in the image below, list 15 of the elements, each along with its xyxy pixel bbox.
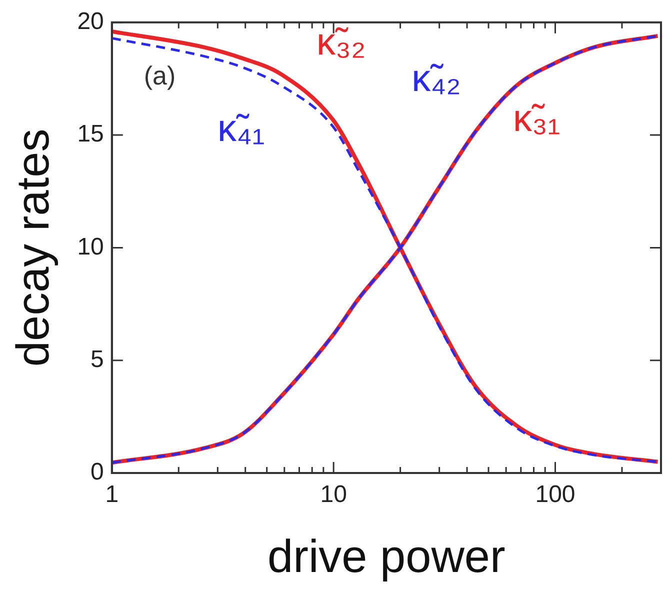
y-tick-label: 20	[77, 8, 104, 36]
x-axis-title: drive power	[268, 530, 506, 582]
y-tick-label: 15	[77, 120, 104, 148]
annotation: (a)	[144, 60, 176, 91]
series-label: κ̃₃₂	[316, 22, 366, 64]
x-tick-label: 10	[320, 481, 347, 508]
series-label: κ̃₄₁	[217, 108, 265, 150]
y-axis-title: decay rates	[6, 128, 58, 367]
series-label: κ̃₄₂	[412, 58, 461, 100]
y-tick-label: 0	[90, 458, 104, 486]
y-tick-label: 10	[77, 233, 104, 260]
x-tick-label: 100	[535, 481, 576, 508]
series-label: κ̃₃₁	[513, 98, 560, 140]
y-tick-label: 5	[90, 346, 104, 373]
x-tick-label: 1	[105, 481, 119, 508]
